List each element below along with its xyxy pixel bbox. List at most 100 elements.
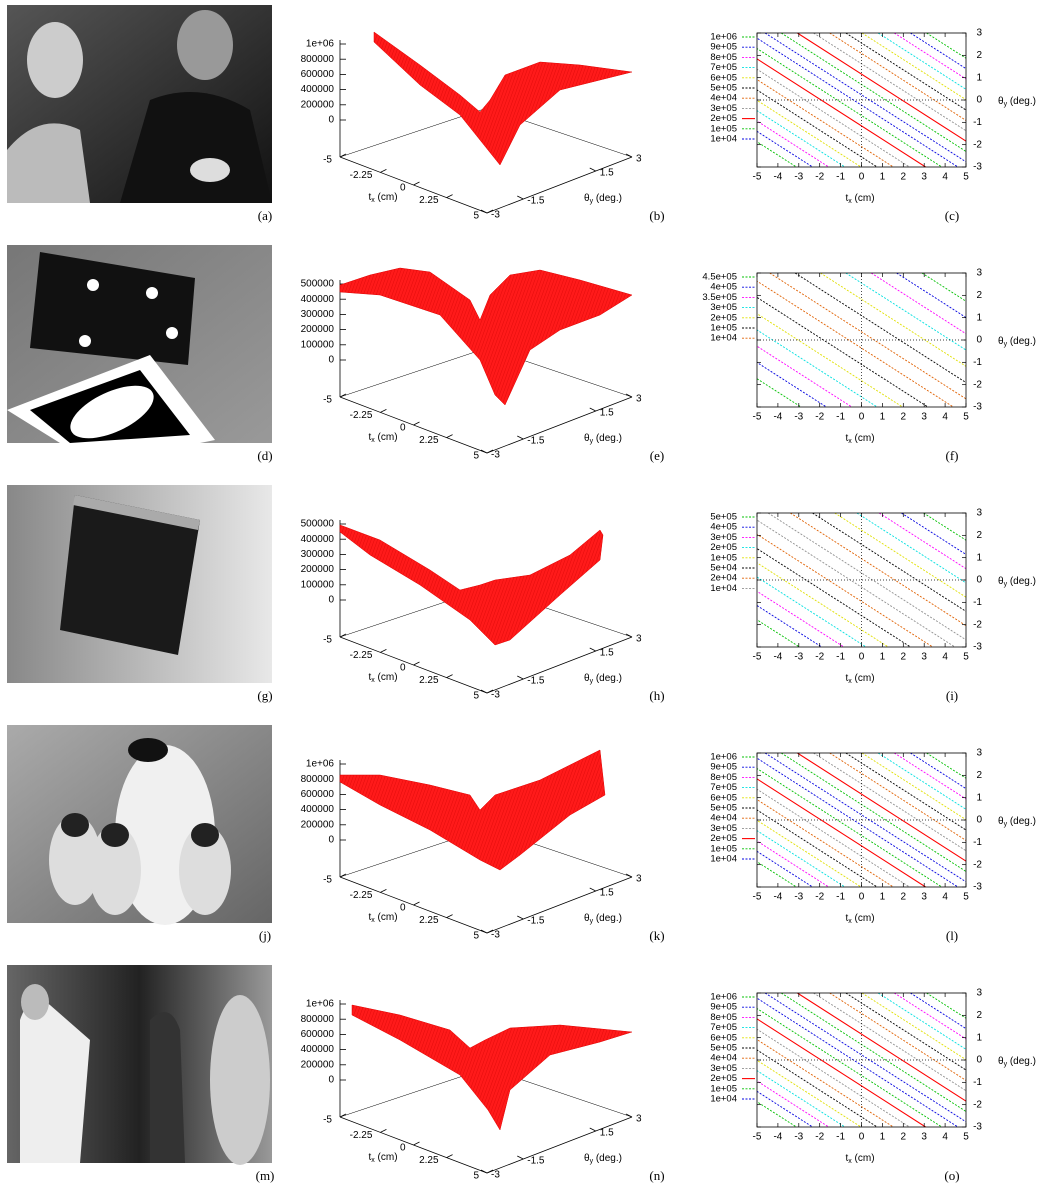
contour-line [757, 130, 813, 167]
contour-line [812, 513, 966, 612]
contour-line [813, 33, 966, 132]
legend-label: 4e+05 [710, 282, 737, 293]
legend-label: 3e+05 [710, 103, 737, 114]
y-axis-label: θy (deg.) [998, 1056, 1036, 1068]
x-axis-label: tx (cm) [845, 1153, 874, 1165]
contour-line [764, 993, 966, 1123]
y-tick-label: 0 [976, 95, 982, 106]
y-tick-label: -3 [491, 930, 500, 941]
y-axis-label-base: θ [584, 1153, 590, 1164]
player [20, 1000, 90, 1163]
chick [89, 825, 141, 915]
x-tick [446, 914, 453, 918]
x-axis-label-base: t [845, 193, 848, 204]
x-tick-label: 5 [473, 211, 479, 222]
z-tick-label: 200000 [301, 819, 335, 830]
x-tick [446, 434, 453, 438]
y-axis-label-unit: (deg.) [1007, 1056, 1036, 1067]
chick [179, 825, 231, 915]
z-tick-label: 300000 [301, 549, 335, 560]
x-axis-label-sub: x [371, 437, 375, 444]
base-edge [339, 347, 488, 398]
y-tick-label: -1.5 [527, 916, 545, 927]
x-tick [380, 649, 387, 653]
z-tick-label: 800000 [301, 54, 335, 65]
x-axis-label-unit: (cm) [375, 192, 398, 203]
x-tick-label: 0 [400, 903, 406, 914]
legend-label: 1e+06 [710, 32, 737, 43]
z-tick-label: 100000 [301, 339, 335, 350]
y-axis-label: θy (deg.) [584, 433, 622, 445]
contour-lines [757, 273, 966, 407]
z-tick-label: 1e+06 [306, 999, 335, 1010]
x-tick [486, 929, 494, 934]
y-tick-label: 1 [976, 312, 982, 323]
y-axis-label: θy (deg.) [998, 96, 1036, 108]
y-tick-label: 2 [976, 290, 982, 301]
y-tick-label: 0 [976, 575, 982, 586]
chick-head [191, 823, 219, 847]
x-tick-label: -5 [323, 155, 332, 166]
z-tick-label: 600000 [301, 69, 335, 80]
x-tick-label: -2 [815, 652, 824, 663]
z-tick-label: 0 [328, 595, 334, 606]
x-tick-label: -5 [753, 412, 762, 423]
x-tick-label: -4 [773, 652, 782, 663]
y-tick-label: -3 [491, 690, 500, 701]
z-tick-label: 0 [328, 355, 334, 366]
legend-label: 2e+04 [710, 573, 737, 584]
legend-label: 2e+05 [710, 312, 737, 323]
contour-line [757, 576, 867, 647]
legend-label: 1e+05 [710, 843, 737, 854]
penguin-head [128, 738, 168, 762]
y-tick-label: 1.5 [600, 168, 614, 179]
z-tick-label: 0 [328, 1075, 334, 1086]
contour-line [757, 378, 802, 407]
contour-line [757, 562, 889, 647]
x-tick-label: 2 [901, 1132, 907, 1143]
y-tick [517, 1155, 524, 1160]
x-axis-label-base: t [845, 433, 848, 444]
x-tick [413, 421, 420, 426]
x-tick-label: -2 [815, 1132, 824, 1143]
x-tick-label: -2 [815, 892, 824, 903]
x-tick-label: 4 [942, 892, 948, 903]
contour-line [845, 33, 966, 111]
x-tick-label: 0 [859, 892, 865, 903]
y-tick-label: 1.5 [600, 408, 614, 419]
x-tick-label: 5 [473, 931, 479, 942]
x-tick [380, 889, 387, 893]
y-tick-label: -1 [973, 837, 982, 848]
x-tick [446, 194, 453, 198]
y-axis-label: θy (deg.) [998, 336, 1036, 348]
x-axis-label-sub: x [371, 1157, 375, 1164]
contour-line [790, 513, 966, 627]
y-tick-label: -3 [973, 402, 982, 413]
x-axis-label: tx (cm) [368, 432, 397, 444]
y-axis-label-unit: (deg.) [593, 193, 622, 204]
contour-line [757, 1028, 910, 1127]
x-tick-label: 2.25 [419, 675, 439, 686]
error-surface [373, 31, 633, 166]
legend-label: 9e+05 [710, 762, 737, 773]
y-tick-label: 3 [976, 28, 982, 39]
contour-line [780, 33, 966, 153]
z-tick-label: 200000 [301, 564, 335, 575]
panel-label: (o) [944, 1168, 959, 1183]
panel-label: (l) [946, 928, 958, 943]
y-tick-label: -1 [973, 117, 982, 128]
y-axis-label-sub: y [1004, 1061, 1008, 1068]
y-axis-label-unit: (deg.) [593, 913, 622, 924]
x-tick-label: 3 [921, 412, 927, 423]
panel-label: (e) [650, 448, 664, 463]
x-tick-label: 0 [400, 1143, 406, 1154]
x-tick-label: 5 [963, 172, 969, 183]
x-tick [446, 1154, 453, 1158]
x-tick-label: 1 [880, 1132, 886, 1143]
contour-line [767, 513, 966, 641]
figure-row: (a) 1e+06 800000 600000 400000 200000 0 -5 -2.25… [7, 5, 1036, 223]
y-tick-label: 0 [976, 1055, 982, 1066]
x-tick-label: 5 [963, 412, 969, 423]
contour-line [757, 110, 846, 167]
z-tick-label: 400000 [301, 84, 335, 95]
